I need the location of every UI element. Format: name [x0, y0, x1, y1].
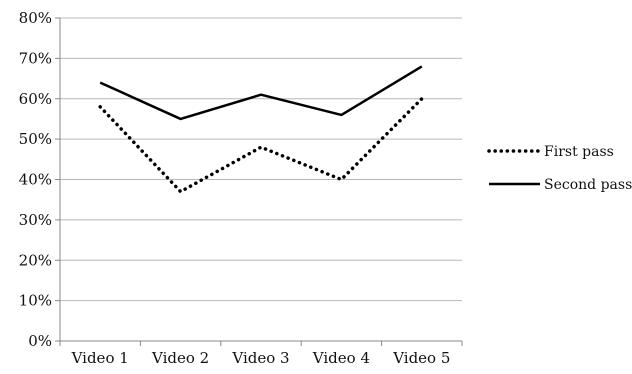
y-tick-label: 80%	[19, 9, 52, 27]
series-line-1	[98, 97, 424, 194]
legend-label: Second pass	[544, 177, 632, 193]
y-tick-label: 70%	[19, 49, 52, 67]
x-tick-label: Video 5	[392, 349, 450, 367]
y-tick-label: 20%	[19, 251, 52, 269]
legend-label: First pass	[544, 144, 614, 160]
series-lines	[98, 65, 424, 194]
legend: First pass Second pass	[487, 144, 632, 193]
y-tick-label: 60%	[19, 90, 52, 108]
x-tick-label: Video 4	[312, 349, 370, 367]
y-tick-label: 40%	[19, 171, 52, 189]
y-axis-ticks: 0% 10% 20% 30% 40% 50% 60% 70% 80%	[19, 9, 60, 350]
series-line-2	[99, 65, 423, 121]
x-tick-label: Video 1	[71, 349, 129, 367]
x-tick-label: Video 2	[151, 349, 209, 367]
y-tick-label: 30%	[19, 211, 52, 229]
gridlines	[60, 17, 462, 302]
y-tick-label: 0%	[28, 332, 52, 350]
x-axis-ticks: Video 1 Video 2 Video 3 Video 4 Video 5	[59, 341, 463, 367]
y-tick-label: 10%	[19, 292, 52, 310]
x-tick-label: Video 3	[231, 349, 289, 367]
y-tick-label: 50%	[19, 130, 52, 148]
